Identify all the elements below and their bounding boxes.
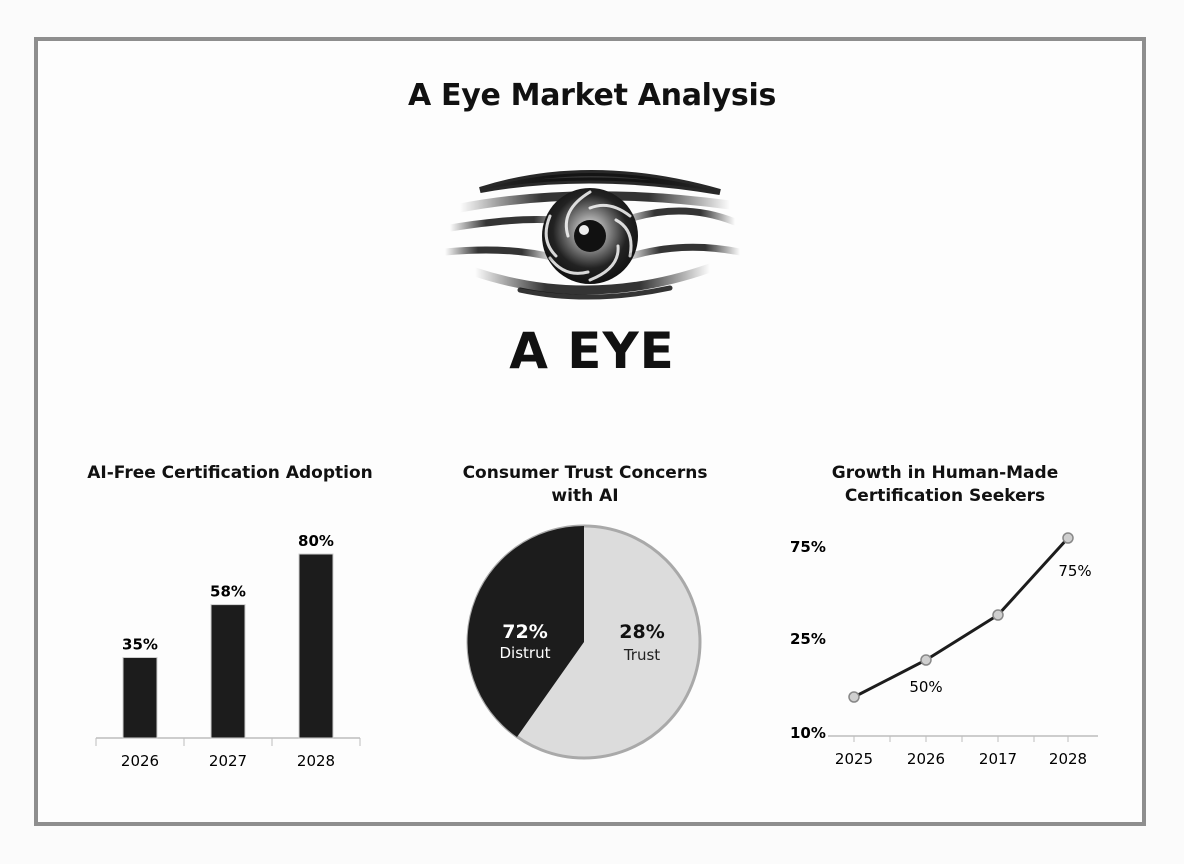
pie-chart-title: Consumer Trust Concerns with AI bbox=[462, 463, 708, 506]
pie-label-trust: Trust bbox=[623, 646, 660, 664]
bar-value-label: 80% bbox=[298, 532, 334, 550]
point-label-2026: 50% bbox=[909, 678, 942, 696]
bar-chart: 35% 2026 58% 2027 80% 2028 bbox=[95, 532, 361, 770]
x-tick-2028: 2028 bbox=[1049, 750, 1087, 768]
line-chart: 75% 25% 10% 50% 75% 2025 2026 2017 2028 bbox=[790, 532, 1098, 768]
y-tick-25: 25% bbox=[790, 630, 826, 648]
bar-value-label: 35% bbox=[122, 636, 158, 654]
x-tick-2025: 2025 bbox=[835, 750, 873, 768]
bar-2026 bbox=[122, 657, 158, 739]
x-tick-label: 2027 bbox=[209, 752, 247, 770]
page-title: A Eye Market Analysis bbox=[407, 78, 777, 113]
y-tick-75: 75% bbox=[790, 538, 826, 556]
x-tick-2017: 2017 bbox=[979, 750, 1017, 768]
y-tick-10: 10% bbox=[790, 724, 826, 742]
point-label-2028: 75% bbox=[1058, 562, 1091, 580]
bar-value-label: 58% bbox=[210, 583, 246, 601]
brand-name: A EYE bbox=[509, 322, 675, 380]
pie-chart: 72% Distrut 28% Trust bbox=[466, 524, 702, 760]
pie-label-distrust-value: 72% bbox=[502, 621, 547, 643]
line-chart-title: Growth in Human-Made Certification Seeke… bbox=[831, 463, 1059, 506]
pie-label-trust-value: 28% bbox=[619, 621, 664, 643]
x-tick-label: 2026 bbox=[121, 752, 159, 770]
pie-slice-distrust bbox=[467, 525, 584, 737]
bar-2027 bbox=[210, 604, 246, 739]
stylized-eye-icon bbox=[441, 170, 744, 300]
bar-2028 bbox=[298, 553, 334, 739]
pie-label-distrust: Distrut bbox=[500, 644, 551, 662]
bar-chart-title: AI-Free Certification Adoption bbox=[87, 463, 373, 483]
x-tick-2026: 2026 bbox=[907, 750, 945, 768]
x-tick-label: 2028 bbox=[297, 752, 335, 770]
